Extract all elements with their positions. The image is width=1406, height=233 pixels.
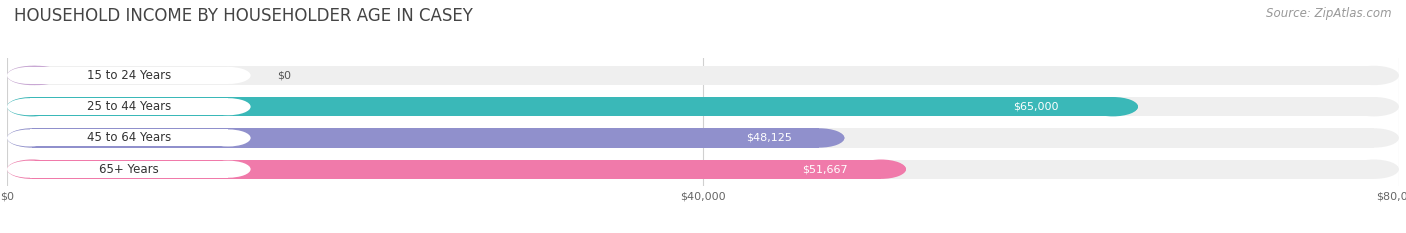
Ellipse shape bbox=[7, 97, 58, 116]
Text: Source: ZipAtlas.com: Source: ZipAtlas.com bbox=[1267, 7, 1392, 20]
Ellipse shape bbox=[1348, 97, 1399, 116]
Bar bbox=[30, 161, 228, 178]
Ellipse shape bbox=[7, 66, 58, 85]
Text: HOUSEHOLD INCOME BY HOUSEHOLDER AGE IN CASEY: HOUSEHOLD INCOME BY HOUSEHOLDER AGE IN C… bbox=[14, 7, 472, 25]
Ellipse shape bbox=[205, 67, 250, 84]
Text: $0: $0 bbox=[277, 70, 291, 80]
Bar bbox=[30, 129, 228, 147]
Text: 25 to 44 Years: 25 to 44 Years bbox=[87, 100, 172, 113]
Bar bbox=[32, 97, 1114, 116]
Text: $65,000: $65,000 bbox=[1014, 102, 1059, 112]
Ellipse shape bbox=[7, 161, 52, 178]
Ellipse shape bbox=[205, 129, 250, 147]
Ellipse shape bbox=[935, 99, 977, 115]
Ellipse shape bbox=[13, 66, 62, 85]
Text: $48,125: $48,125 bbox=[747, 133, 792, 143]
Ellipse shape bbox=[1348, 160, 1399, 179]
Bar bbox=[765, 161, 884, 177]
Ellipse shape bbox=[744, 161, 787, 177]
Bar bbox=[32, 160, 882, 179]
Bar bbox=[956, 99, 1116, 115]
Bar bbox=[32, 160, 1374, 179]
Ellipse shape bbox=[7, 160, 58, 179]
Text: 45 to 64 Years: 45 to 64 Years bbox=[87, 131, 172, 144]
Ellipse shape bbox=[7, 66, 58, 85]
Ellipse shape bbox=[7, 98, 52, 115]
Ellipse shape bbox=[1095, 99, 1137, 115]
Ellipse shape bbox=[1348, 128, 1399, 148]
Bar bbox=[32, 97, 1374, 116]
Bar bbox=[30, 98, 228, 115]
Ellipse shape bbox=[863, 161, 905, 177]
Bar bbox=[32, 128, 820, 148]
Bar bbox=[32, 128, 1374, 148]
Ellipse shape bbox=[7, 128, 58, 148]
Ellipse shape bbox=[7, 67, 52, 84]
Ellipse shape bbox=[205, 161, 250, 178]
Bar bbox=[714, 130, 823, 146]
Ellipse shape bbox=[1088, 97, 1137, 116]
Ellipse shape bbox=[7, 129, 52, 147]
Ellipse shape bbox=[693, 130, 737, 146]
Text: 65+ Years: 65+ Years bbox=[98, 163, 159, 176]
Ellipse shape bbox=[7, 128, 58, 148]
Bar bbox=[30, 67, 228, 84]
Ellipse shape bbox=[7, 160, 58, 179]
Ellipse shape bbox=[1348, 66, 1399, 85]
Bar bbox=[32, 66, 1374, 85]
Ellipse shape bbox=[205, 98, 250, 115]
Text: 15 to 24 Years: 15 to 24 Years bbox=[87, 69, 172, 82]
Text: $51,667: $51,667 bbox=[803, 164, 848, 174]
Ellipse shape bbox=[794, 128, 845, 148]
Bar bbox=[32, 66, 37, 85]
Ellipse shape bbox=[856, 160, 905, 179]
Ellipse shape bbox=[801, 130, 845, 146]
Ellipse shape bbox=[7, 97, 58, 116]
